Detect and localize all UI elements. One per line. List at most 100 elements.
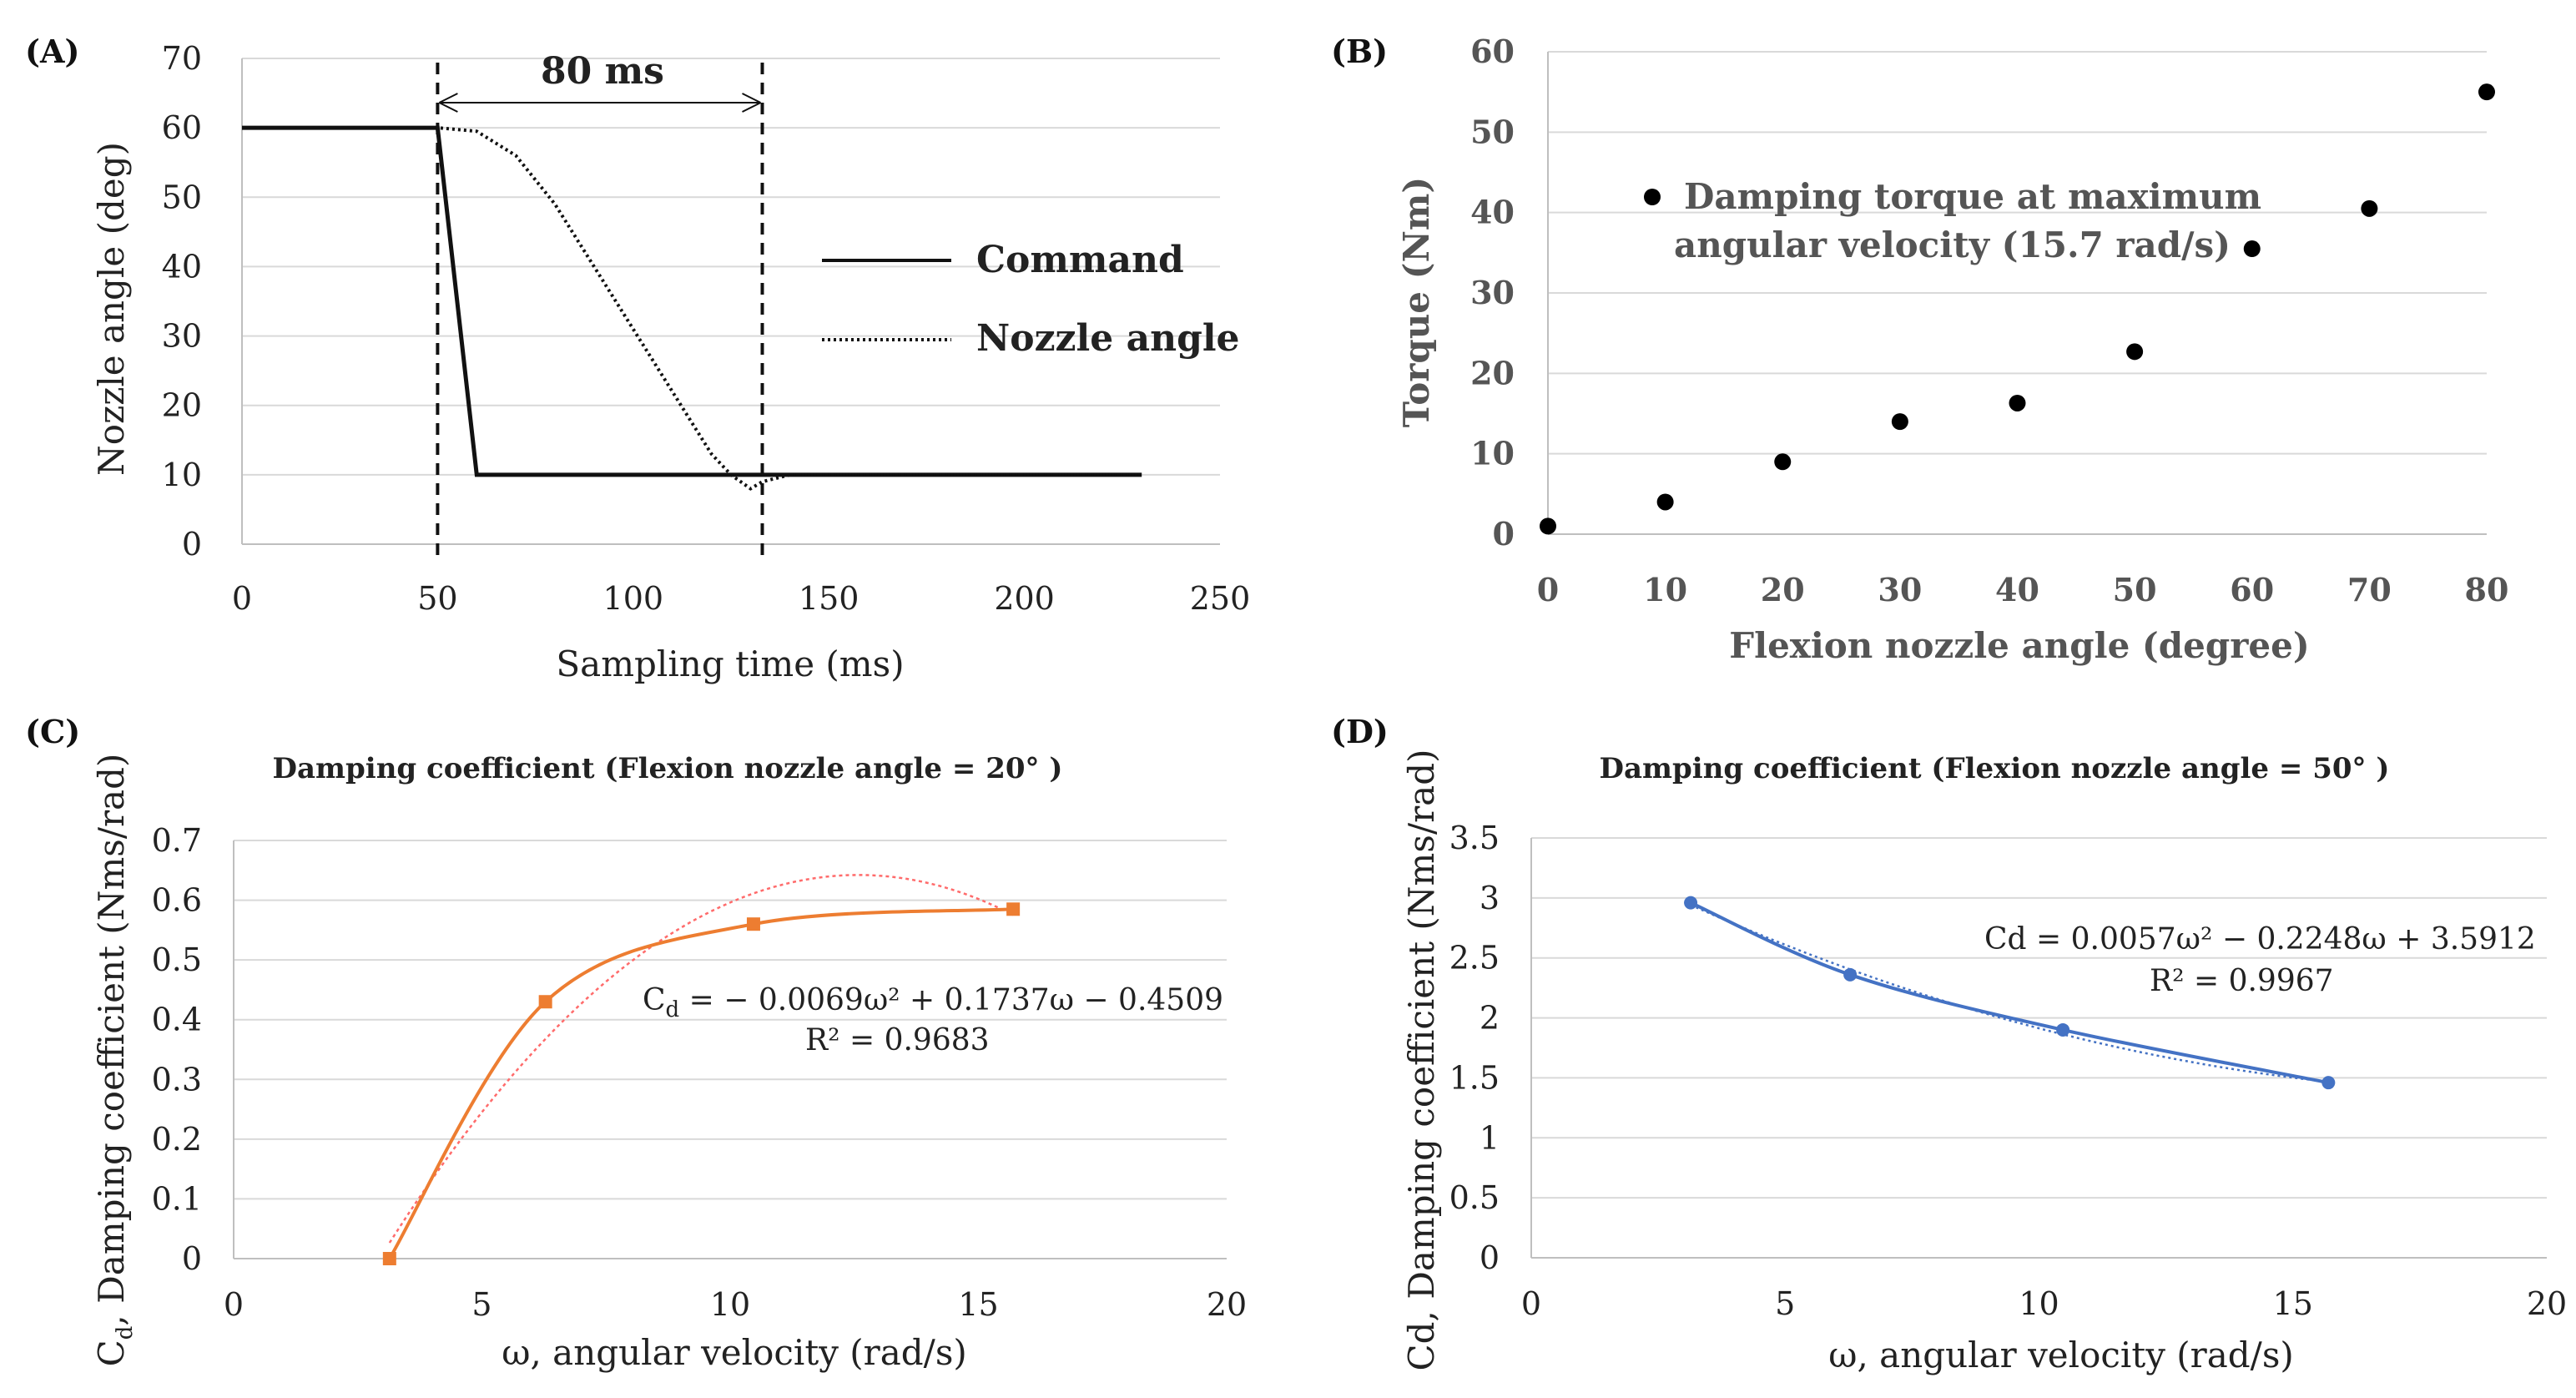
x-tick-label-4: 40 <box>1995 571 2039 608</box>
trendline-poly2 <box>1690 904 2329 1083</box>
panel-d-ticks: 0 0.5 1 1.5 2 2.5 3 3.5 0 5 10 15 20 <box>1449 820 2568 1322</box>
panel-b-x-axis-title: Flexion nozzle angle (degree) <box>1729 625 2309 666</box>
legend-damping-torque-marker <box>1644 189 1661 205</box>
panel-d-series <box>1684 896 2336 1090</box>
panel-c-ticks: 0 0.1 0.2 0.3 0.4 0.5 0.6 0.7 0 5 10 15 20 <box>152 822 1248 1323</box>
panel-c: (C) Damping coefficient (Flexion nozzle … <box>25 713 1247 1373</box>
panel-c-label: (C) <box>25 713 80 750</box>
y-tick-label-1: 10 <box>162 457 202 493</box>
y-tick-label-5: 50 <box>1470 113 1515 150</box>
x-tick-label-0: 0 <box>224 1286 244 1323</box>
series-nozzle-angle-line <box>242 126 1142 491</box>
data-point-7 <box>2361 199 2378 217</box>
x-tick-label-3: 30 <box>1878 571 1922 608</box>
y-tick-label-2: 0.2 <box>152 1121 202 1158</box>
x-tick-label-4: 20 <box>2527 1285 2567 1322</box>
series-command-line <box>242 125 1142 477</box>
panel-c-y-axis-sub: d <box>113 1326 138 1340</box>
y-tick-label-2: 20 <box>162 387 202 424</box>
panel-c-series <box>382 874 1021 1265</box>
x-tick-label-1: 5 <box>471 1286 492 1323</box>
panel-d-x-axis-title: ω, angular velocity (rad/s) <box>1828 1335 2294 1375</box>
panel-a: (A) 0 10 20 30 40 50 60 70 0 50 100 150 200 250 80 ms… <box>25 33 1250 684</box>
panel-c-x-axis-title: ω, angular velocity (rad/s) <box>502 1332 967 1373</box>
legend-nozzle-angle-label: Nozzle angle <box>976 317 1240 360</box>
panel-d-grid <box>1530 837 2547 1259</box>
x-tick-label-1: 10 <box>1643 571 1687 608</box>
data-point-4 <box>2009 394 2026 411</box>
data-marker-3 <box>1006 902 1021 916</box>
y-tick-label-4: 40 <box>162 248 202 285</box>
annotation-arrow-left-head <box>438 93 458 113</box>
panel-a-ticks: 0 10 20 30 40 50 60 70 0 50 100 150 200 250 <box>162 40 1251 617</box>
x-tick-label-5: 50 <box>2113 571 2157 608</box>
panel-d: (D) Damping coefficient (Flexion nozzle … <box>1331 713 2567 1375</box>
data-point-8 <box>2478 83 2495 101</box>
panel-d-r-squared: R² = 0.9967 <box>2150 964 2334 998</box>
y-tick-label-3: 1.5 <box>1449 1059 1500 1096</box>
series-measured-line <box>388 907 1014 1260</box>
panel-b-grid <box>1547 51 2487 535</box>
panel-c-grid <box>233 840 1227 1259</box>
data-marker-2 <box>2056 1022 2070 1037</box>
legend-damping-torque-line1: Damping torque at maximum <box>1684 176 2261 217</box>
data-marker-0 <box>382 1252 396 1265</box>
y-tick-label-5: 50 <box>162 179 202 215</box>
y-tick-label-4: 2 <box>1480 1000 1500 1037</box>
y-tick-label-3: 30 <box>1470 274 1515 311</box>
y-tick-label-7: 0.7 <box>152 822 202 859</box>
x-tick-label-8: 80 <box>2465 571 2509 608</box>
x-tick-label-2: 10 <box>2019 1285 2059 1322</box>
panel-a-annotation: 80 ms <box>436 50 764 559</box>
x-tick-label-7: 70 <box>2347 571 2392 608</box>
panel-c-y-axis-title: Cd, Damping coefficient (Nms/rad) <box>91 754 138 1367</box>
panel-d-chart-title: Damping coefficient (Flexion nozzle angl… <box>1600 752 2390 785</box>
x-tick-label-1: 5 <box>1775 1285 1795 1322</box>
data-marker-1 <box>1843 967 1858 982</box>
panel-c-r-squared: R² = 0.9683 <box>805 1023 990 1057</box>
panel-c-y-axis-rest: , Damping coefficient (Nms/rad) <box>91 754 132 1326</box>
legend-command-label: Command <box>976 239 1184 281</box>
y-tick-label-0: 0 <box>182 1240 202 1277</box>
x-tick-label-3: 15 <box>958 1286 998 1323</box>
panel-b-label: (B) <box>1331 33 1388 70</box>
y-tick-label-6: 0.6 <box>152 882 202 919</box>
panel-b-series <box>1540 83 2495 535</box>
x-tick-label-0: 0 <box>1537 571 1559 608</box>
panel-b-legend: Damping torque at maximum angular veloci… <box>1644 176 2261 265</box>
data-point-5 <box>2126 343 2144 361</box>
y-tick-label-5: 2.5 <box>1449 940 1500 977</box>
panel-a-y-axis-title: Nozzle angle (deg) <box>91 142 132 476</box>
panel-c-chart-title: Damping coefficient (Flexion nozzle angl… <box>273 752 1063 785</box>
y-tick-label-1: 10 <box>1470 435 1515 472</box>
panel-b: (B) 0 10 20 30 40 50 60 0 10 20 30 40 50 60 70 80 Dampi… <box>1331 33 2508 666</box>
y-tick-label-0: 0 <box>1480 1239 1500 1276</box>
panel-d-y-axis-title: Cd, Damping coefficient (Nms/rad) <box>1401 749 1442 1371</box>
x-tick-label-4: 20 <box>1207 1286 1247 1323</box>
panel-c-equation-c: C <box>643 983 666 1017</box>
y-tick-label-5: 0.5 <box>152 941 202 978</box>
panel-c-equation-sub: d <box>666 997 680 1022</box>
panel-b-y-axis-title: Torque (Nm) <box>1396 177 1437 427</box>
panel-d-label: (D) <box>1331 713 1389 750</box>
x-tick-label-6: 60 <box>2230 571 2274 608</box>
y-tick-label-7: 3.5 <box>1449 820 1500 856</box>
data-point-6 <box>2243 240 2261 258</box>
x-tick-label-5: 250 <box>1190 580 1251 617</box>
data-marker-0 <box>1684 896 1698 910</box>
x-tick-label-2: 20 <box>1761 571 1805 608</box>
panel-a-legend: Command Nozzle angle <box>822 239 1240 360</box>
duration-annotation-label: 80 ms <box>541 50 664 93</box>
data-marker-1 <box>538 995 552 1009</box>
trendline-poly2 <box>388 874 1014 1244</box>
y-tick-label-6: 3 <box>1480 880 1500 916</box>
y-tick-label-6: 60 <box>1470 33 1515 70</box>
y-tick-label-4: 40 <box>1470 194 1515 231</box>
panel-d-equation: Cd = 0.0057ω² − 0.2248ω + 3.5912 <box>1984 922 2536 956</box>
data-marker-3 <box>2321 1076 2336 1090</box>
y-tick-label-1: 0.5 <box>1449 1179 1500 1216</box>
y-tick-label-0: 0 <box>182 526 202 563</box>
y-tick-label-6: 60 <box>162 109 202 146</box>
x-tick-label-2: 10 <box>710 1286 750 1323</box>
panel-c-y-axis-c: C <box>91 1340 132 1366</box>
